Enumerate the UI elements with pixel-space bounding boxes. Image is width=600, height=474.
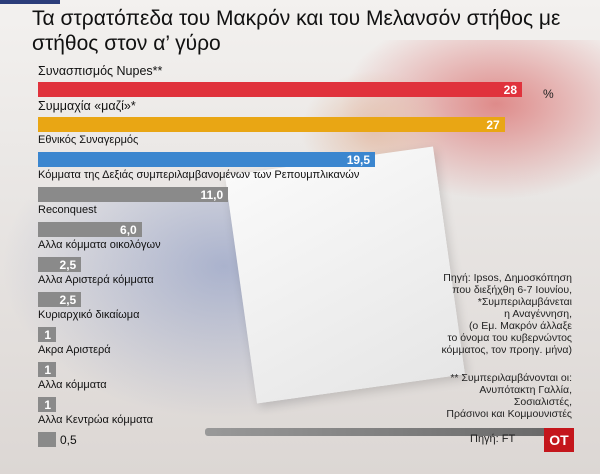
bar xyxy=(38,187,229,202)
unit-label: % xyxy=(543,87,554,101)
bar-label: Αλλα κόμματα οικολόγων xyxy=(38,239,161,251)
chart-title: Τα στρατόπεδα του Μακρόν και του Μελανσό… xyxy=(32,7,561,55)
bar-label: Ακρα Αριστερά xyxy=(38,344,111,356)
bar-label: Κυριαρχικό δικαίωμα xyxy=(38,309,140,321)
top-accent-bar xyxy=(0,0,60,4)
bar xyxy=(38,292,82,307)
source-note-ipsos: Πηγή: Ipsos, Δημοσκόπηση που διεξήχθη 6-… xyxy=(441,272,572,356)
bar-value-label: 28 xyxy=(503,83,517,97)
bar-value-label: 0,5 xyxy=(60,433,77,447)
background-photo-ballot-envelope xyxy=(225,146,465,404)
bar xyxy=(38,327,56,342)
bar xyxy=(38,257,82,272)
bar-label: Αλλα Αριστερά κόμματα xyxy=(38,274,154,286)
bar-label: Εθνικός Συναγερμός xyxy=(38,134,139,146)
footnote-nupes: ** Συμπεριλαμβάνονται οι: Ανυπότακτη Γαλ… xyxy=(446,372,572,420)
bar xyxy=(38,397,56,412)
background-photo-ballot-box-slot xyxy=(205,428,570,436)
bar-value-label: 1 xyxy=(44,363,51,377)
bar-label: Συνασπισμός Nupes** xyxy=(38,64,163,78)
ot-logo: OT xyxy=(544,428,574,452)
bar-label: Reconquest xyxy=(38,204,97,216)
bar-value-label: 19,5 xyxy=(346,153,371,167)
bar-value-label: 27 xyxy=(486,118,500,132)
bar-value-label: 6,0 xyxy=(120,223,137,237)
bar-label: Συμμαχία «μαζί»* xyxy=(38,99,136,113)
bar xyxy=(38,82,522,97)
bar-label: Αλλα κόμματα xyxy=(38,379,107,391)
bar-value-label: 11,0 xyxy=(200,188,224,202)
bar-value-label: 2,5 xyxy=(59,258,77,272)
bar-value-label: 1 xyxy=(44,398,51,412)
bar xyxy=(38,432,56,447)
bar xyxy=(38,222,142,237)
bar xyxy=(38,362,56,377)
bar-label: Κόμματα της Δεξιάς συμπεριλαμβανομένων τ… xyxy=(38,169,360,181)
bar xyxy=(38,152,376,167)
bar-value-label: 1 xyxy=(44,328,51,342)
bar-label: Αλλα Κεντρώα κόμματα xyxy=(38,414,154,426)
source-note-ft: Πηγή: FT xyxy=(470,433,516,445)
bar-value-label: 2,5 xyxy=(59,293,77,307)
bar xyxy=(38,117,505,132)
